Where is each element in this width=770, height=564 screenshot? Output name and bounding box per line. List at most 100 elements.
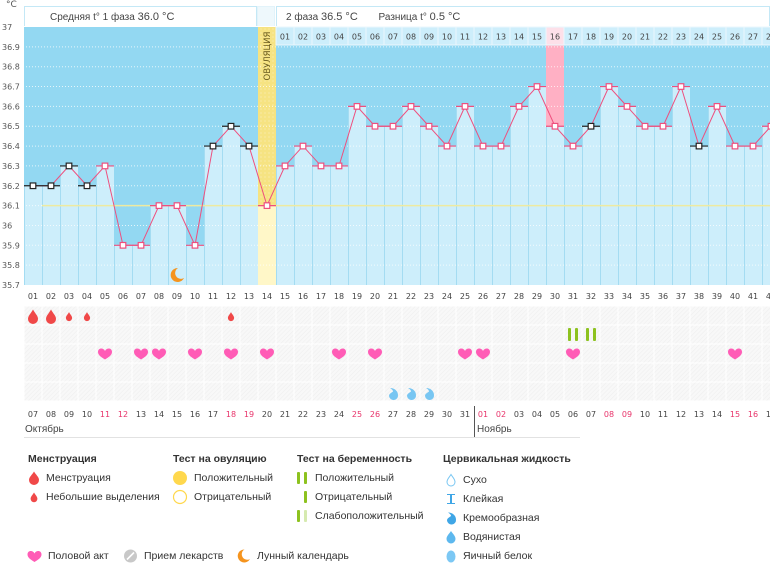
temperature-bar (456, 106, 474, 285)
symptom-cell (25, 326, 42, 344)
date-label: 24 (334, 410, 344, 419)
symptom-cell (403, 326, 420, 344)
symptom-cell (97, 326, 114, 344)
temperature-bar (510, 106, 528, 285)
legend-ovulation-negative: Отрицательный (172, 489, 271, 505)
symptom-cell (331, 383, 348, 401)
date-label: 08 (46, 410, 56, 419)
date-label: 20 (262, 410, 272, 419)
date-label: 13 (694, 410, 704, 419)
cycle-day-label: 13 (244, 292, 254, 301)
symptom-cell (691, 383, 708, 401)
weekend-date-label: 25 (352, 410, 362, 419)
symptom-cell (79, 364, 96, 382)
cycle-day-label: 03 (64, 292, 74, 301)
symptom-cell (601, 345, 618, 363)
legend-pregnancy-weak-positive: Слабоположительный (297, 508, 424, 524)
phase2-day-label: 01 (280, 33, 290, 42)
symptom-cell (295, 383, 312, 401)
legend-label: Положительный (194, 472, 273, 484)
symptom-cell (367, 326, 384, 344)
symptom-cell (259, 326, 276, 344)
phase2-day-label: 15 (532, 33, 542, 42)
legend-menstruation: Менструация (28, 470, 111, 486)
phase2-day-label: 02 (298, 33, 308, 42)
temperature-point (264, 203, 270, 209)
symptom-cell (115, 326, 132, 344)
excluded-temperature-point (210, 143, 216, 149)
legend-intercourse: Половой акт (27, 548, 109, 564)
date-label: 16 (190, 410, 200, 419)
cycle-day-label: 36 (658, 292, 668, 301)
phase2-day-label: 14 (514, 33, 524, 42)
legend-label: Половой акт (48, 550, 109, 562)
phase2-day-label: 28 (766, 33, 770, 42)
cycle-day-label: 10 (190, 292, 200, 301)
symptom-cell (475, 383, 492, 401)
excluded-temperature-point (228, 123, 234, 129)
phase2-label: 2 фаза (286, 12, 318, 23)
symptom-cell (97, 383, 114, 401)
symptom-cell (187, 307, 204, 325)
symptom-cell (169, 364, 186, 382)
symptom-cell (511, 383, 528, 401)
symptom-cell (547, 307, 564, 325)
symptom-cell (763, 307, 770, 325)
symptom-cell (511, 326, 528, 344)
weekend-date-label: 02 (496, 410, 506, 419)
phase2-day-label: 04 (334, 33, 344, 42)
symptom-cell (277, 345, 294, 363)
phase2-day-label: 19 (604, 33, 614, 42)
symptom-cell (691, 345, 708, 363)
y-axis-labels: 3736.936.836.736.636.536.436.336.236.136… (2, 23, 20, 290)
temperature-point (192, 243, 198, 249)
date-label: 10 (82, 410, 92, 419)
symptom-cell (205, 345, 222, 363)
symptom-cell (25, 345, 42, 363)
date-label: 11 (658, 410, 668, 419)
symptom-cell (565, 364, 582, 382)
phase2-day-label: 27 (748, 33, 758, 42)
blood-drop-icon (28, 471, 40, 485)
symptom-cell (205, 383, 222, 401)
y-tick-label: 36 (2, 221, 12, 230)
phase2-day-label: 13 (496, 33, 506, 42)
temperature-point (156, 203, 162, 209)
cycle-day-label: 05 (100, 292, 110, 301)
symptom-cell (655, 307, 672, 325)
symptom-cell (673, 307, 690, 325)
symptom-cell (295, 364, 312, 382)
y-tick-label: 35.8 (2, 261, 20, 270)
phase2-day-label: 20 (622, 33, 632, 42)
temperature-point (606, 84, 612, 90)
symptom-cell (277, 364, 294, 382)
symptom-cell (25, 383, 42, 401)
symptom-cell (439, 364, 456, 382)
excluded-temperature-point (588, 123, 594, 129)
temperature-bar (348, 106, 366, 285)
temperature-bar (42, 186, 60, 285)
y-tick-label: 36.1 (2, 202, 20, 211)
symptom-cell (97, 364, 114, 382)
phase2-day-label: 03 (316, 33, 326, 42)
symptom-cell (529, 307, 546, 325)
temperature-point (300, 143, 306, 149)
date-label: 05 (550, 410, 560, 419)
phase2-day-label: 08 (406, 33, 416, 42)
symptom-cell (727, 307, 744, 325)
legend-ovulation-test-title: Тест на овуляцию (173, 453, 267, 465)
symptom-cell (493, 383, 510, 401)
symptom-cell (457, 326, 474, 344)
symptom-cell (655, 364, 672, 382)
symptom-cell (43, 364, 60, 382)
symptom-cell (709, 383, 726, 401)
weekend-date-label: 26 (370, 410, 380, 419)
legend-label: Сухо (463, 474, 487, 486)
symptom-cell (79, 326, 96, 344)
symptom-cell (637, 326, 654, 344)
symptom-cell (403, 345, 420, 363)
symptom-cell (763, 345, 770, 363)
legend-pregnancy-test-title: Тест на беременность (297, 453, 412, 465)
cycle-day-label: 22 (406, 292, 416, 301)
